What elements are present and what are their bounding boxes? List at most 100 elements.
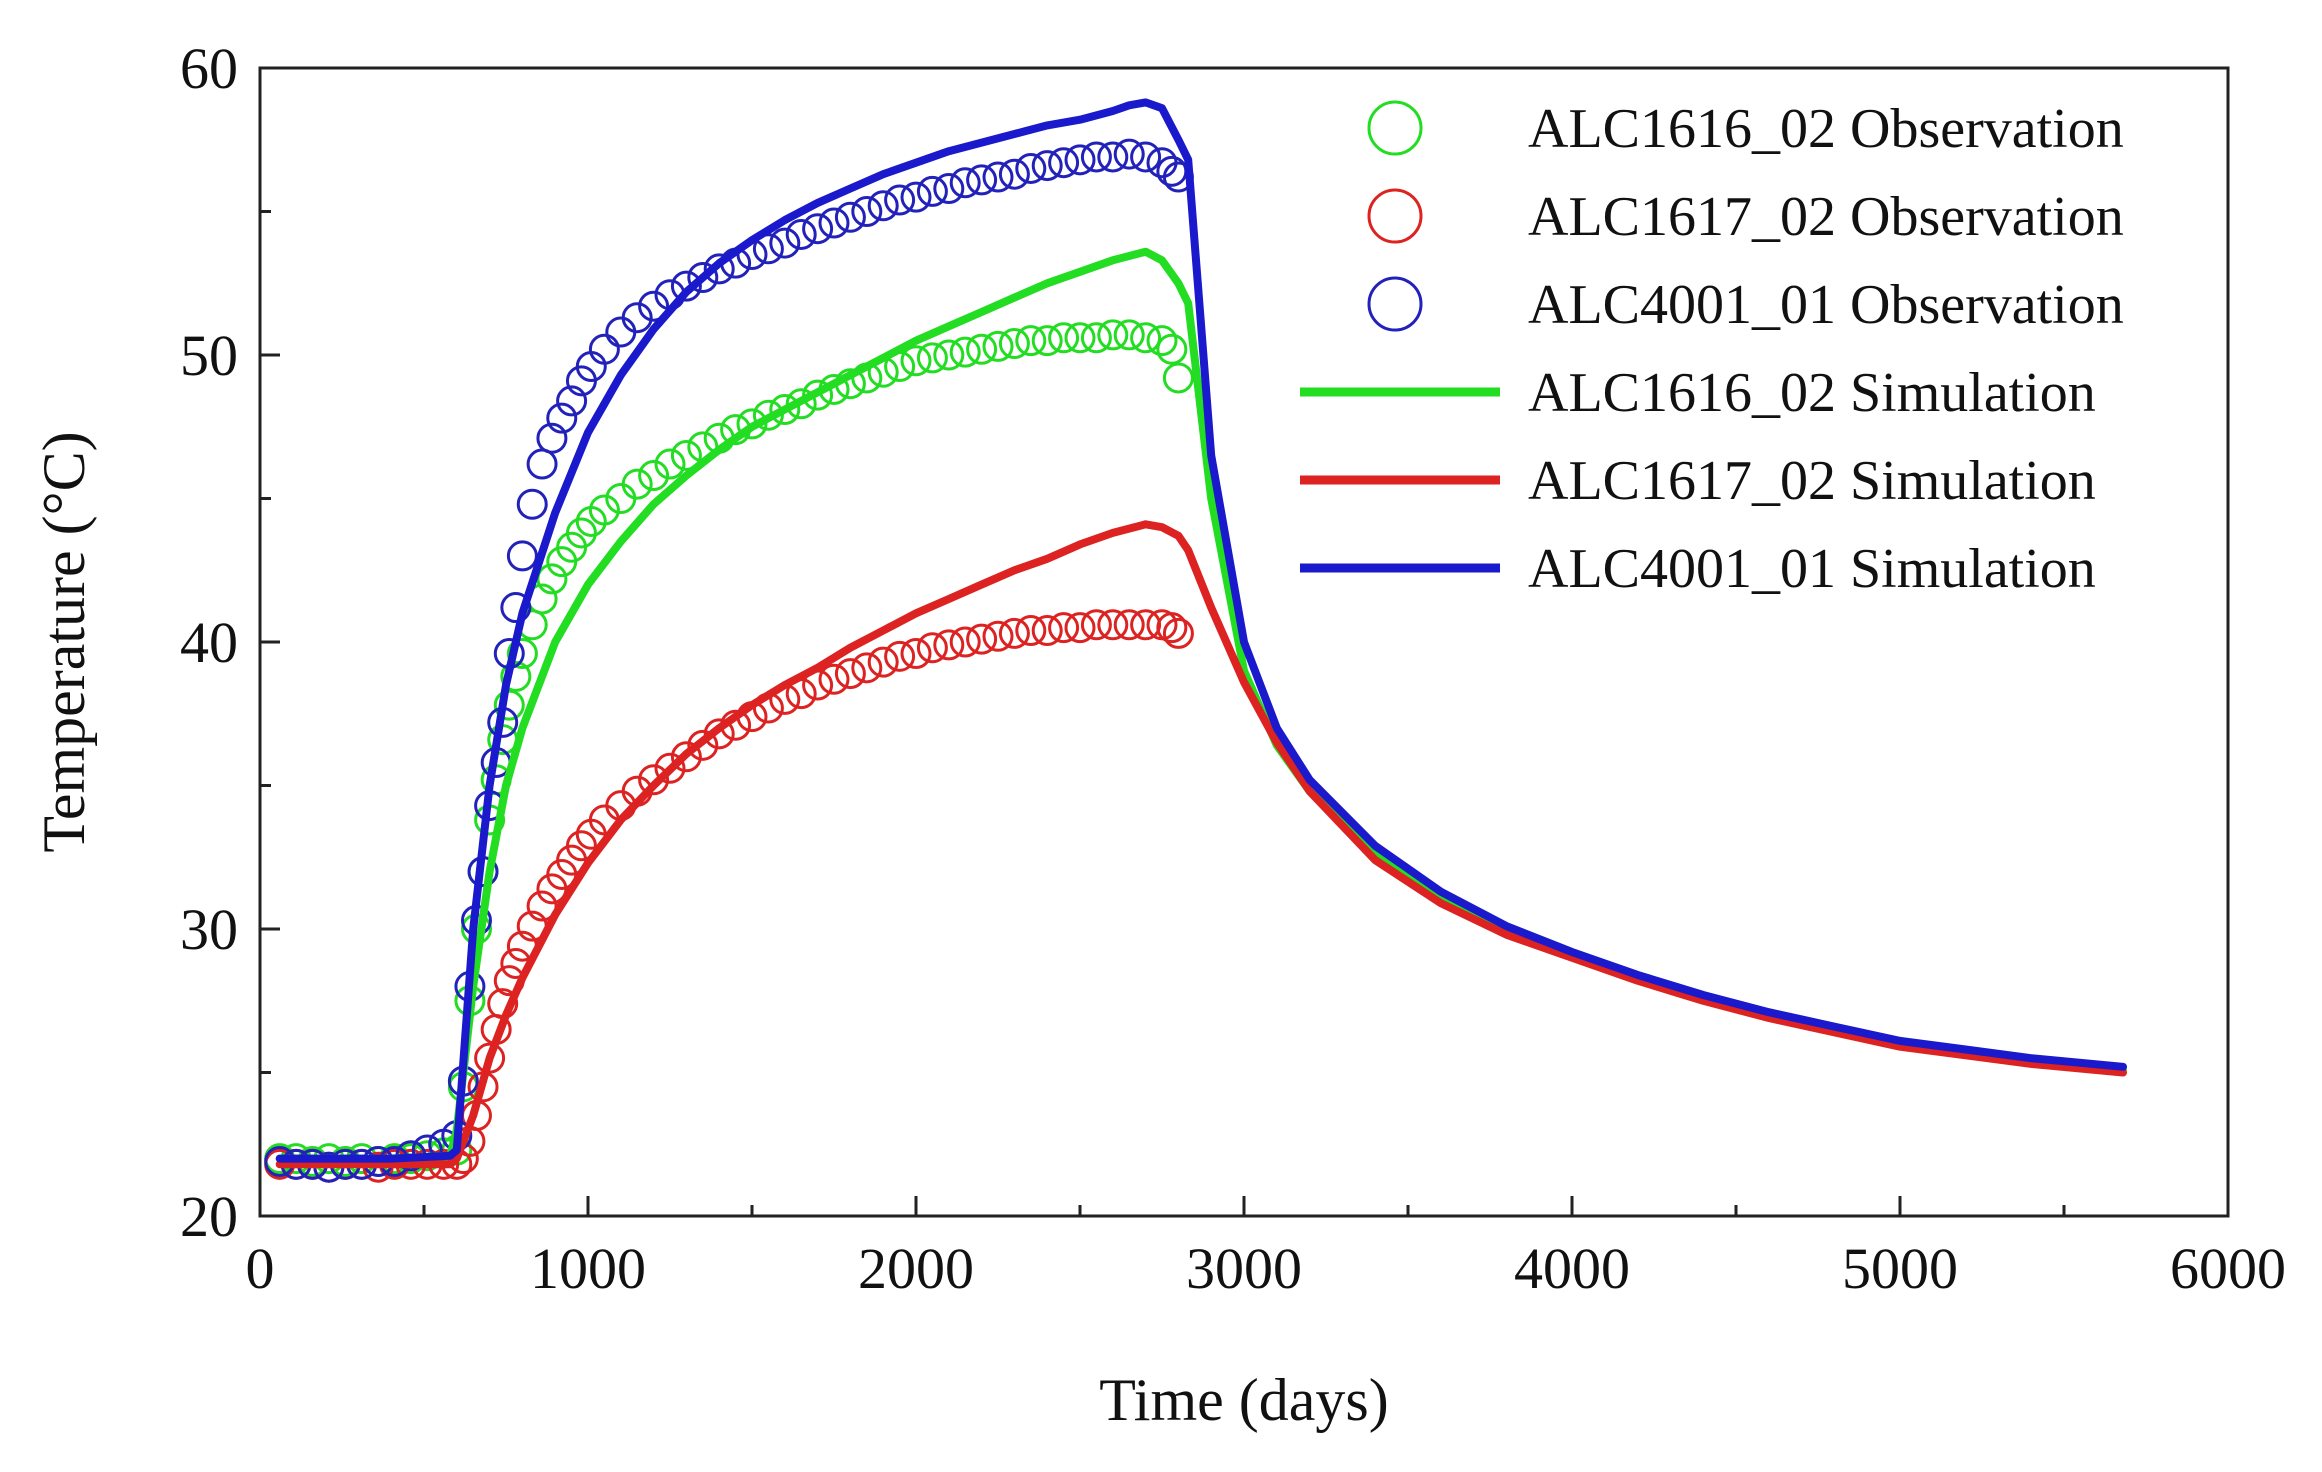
data-point <box>703 718 735 750</box>
data-point <box>1097 609 1129 641</box>
data-point <box>588 333 620 365</box>
x-tick-label: 0 <box>246 1236 275 1301</box>
data-point <box>500 660 532 692</box>
series-alc4001-01-simulation <box>275 98 2127 1163</box>
data-point <box>526 448 558 480</box>
data-point <box>998 158 1030 190</box>
x-tick-label: 1000 <box>530 1236 646 1301</box>
data-point <box>1130 609 1162 641</box>
x-tick-label: 6000 <box>2170 1236 2286 1301</box>
data-point <box>546 402 578 434</box>
data-point <box>1064 144 1096 176</box>
data-point <box>834 658 866 690</box>
legend-label: ALC1617_02 Simulation <box>1528 450 2096 512</box>
data-point <box>687 729 719 761</box>
legend-item: ALC4001_01 Simulation <box>1300 538 2096 600</box>
data-point <box>621 468 653 500</box>
legend-marker-icon <box>1367 276 1423 332</box>
data-point <box>1048 147 1080 179</box>
data-point <box>565 830 597 862</box>
data-point <box>670 741 702 773</box>
data-point <box>818 663 850 695</box>
data-point <box>1113 319 1145 351</box>
legend-item: ALC1617_02 Simulation <box>1300 450 2096 512</box>
data-point <box>949 336 981 368</box>
data-point <box>638 764 670 796</box>
data-point <box>966 623 998 655</box>
y-tick-label: 30 <box>180 897 238 962</box>
y-axis-title: Temperature (°C) <box>31 431 97 852</box>
data-point <box>998 617 1030 649</box>
data-point <box>1097 141 1129 173</box>
data-point <box>884 640 916 672</box>
data-point <box>1113 138 1145 170</box>
data-point <box>1064 612 1096 644</box>
data-point <box>670 439 702 471</box>
data-point <box>1162 362 1194 394</box>
data-point <box>933 339 965 371</box>
data-point <box>851 652 883 684</box>
data-point <box>916 175 948 207</box>
data-point <box>1162 617 1194 649</box>
data-point <box>516 488 548 520</box>
legend-label: ALC1616_02 Observation <box>1528 98 2124 160</box>
data-point <box>982 161 1014 193</box>
data-point <box>556 385 588 417</box>
data-point <box>493 689 525 721</box>
data-point <box>769 227 801 259</box>
data-point <box>982 620 1014 652</box>
data-point <box>536 422 568 454</box>
data-point <box>867 646 899 678</box>
data-point <box>1015 152 1047 184</box>
data-point <box>536 563 568 595</box>
legend-marker-icon <box>1367 100 1423 156</box>
legend-item: ALC1617_02 Observation <box>1367 186 2124 248</box>
data-point <box>818 207 850 239</box>
data-point <box>1031 325 1063 357</box>
legend-marker-icon <box>1367 188 1423 244</box>
data-point <box>949 626 981 658</box>
series-alc4001-01-observation <box>264 138 1194 1183</box>
data-point <box>769 394 801 426</box>
data-point <box>654 752 686 784</box>
data-point <box>1015 615 1047 647</box>
x-tick-label: 3000 <box>1186 1236 1302 1301</box>
data-point <box>1080 141 1112 173</box>
data-point <box>1156 612 1188 644</box>
data-point <box>900 345 932 377</box>
data-point <box>1048 612 1080 644</box>
data-point <box>834 201 866 233</box>
x-tick-label: 5000 <box>1842 1236 1958 1301</box>
data-point <box>933 173 965 205</box>
data-point <box>982 330 1014 362</box>
data-point <box>703 253 735 285</box>
legend: ALC1616_02 Observation ALC1617_02 Observa… <box>1300 98 2124 600</box>
data-point <box>966 164 998 196</box>
series-alc1617-02-observation <box>264 609 1194 1183</box>
data-point <box>1015 325 1047 357</box>
data-point <box>1113 609 1145 641</box>
data-point <box>998 328 1030 360</box>
data-point <box>1156 333 1188 365</box>
data-point <box>851 196 883 227</box>
data-point <box>1130 322 1162 354</box>
axis-ticks <box>258 66 2230 1218</box>
data-point <box>621 302 653 334</box>
data-point <box>588 494 620 526</box>
data-point <box>638 290 670 322</box>
data-point <box>966 333 998 365</box>
data-point <box>500 592 532 624</box>
data-point <box>670 270 702 302</box>
axis-labels: 0 1000 2000 3000 4000 5000 6000 20 30 40 50 60 Time … <box>31 36 2286 1433</box>
data-point <box>785 218 817 250</box>
data-point <box>654 448 686 480</box>
data-point <box>900 181 932 213</box>
data-point <box>900 637 932 669</box>
legend-item: ALC4001_01 Observation <box>1367 274 2124 336</box>
data-point <box>884 184 916 216</box>
data-point <box>506 540 538 572</box>
data-point <box>565 517 597 549</box>
y-tick-label: 50 <box>180 323 238 388</box>
legend-label: ALC4001_01 Simulation <box>1528 538 2096 600</box>
